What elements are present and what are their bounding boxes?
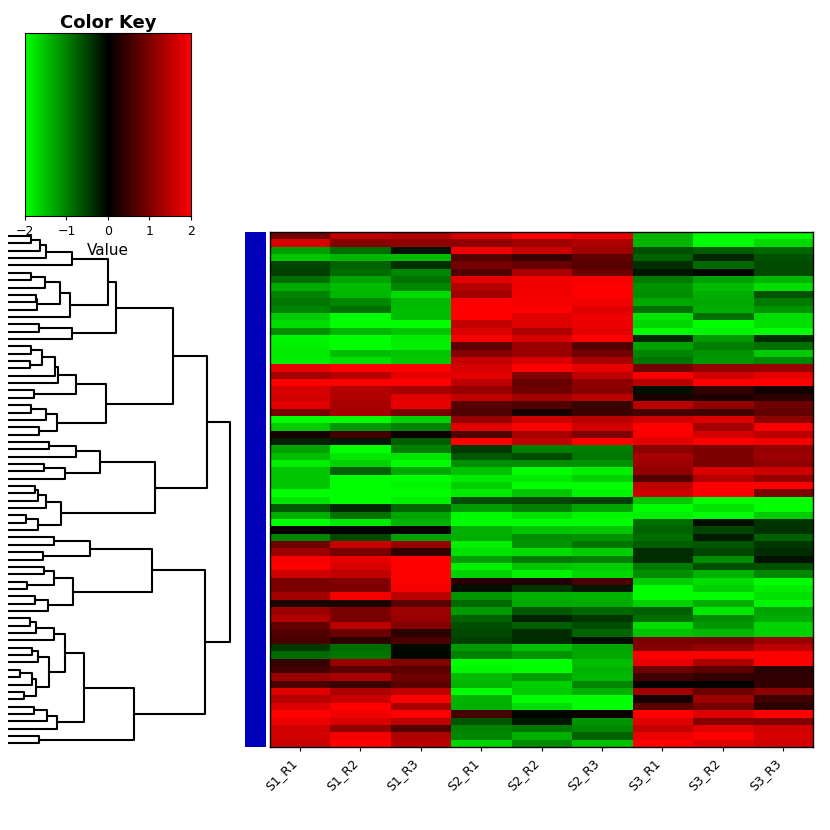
Title: Color Key: Color Key bbox=[60, 13, 156, 32]
X-axis label: Value: Value bbox=[87, 243, 129, 258]
